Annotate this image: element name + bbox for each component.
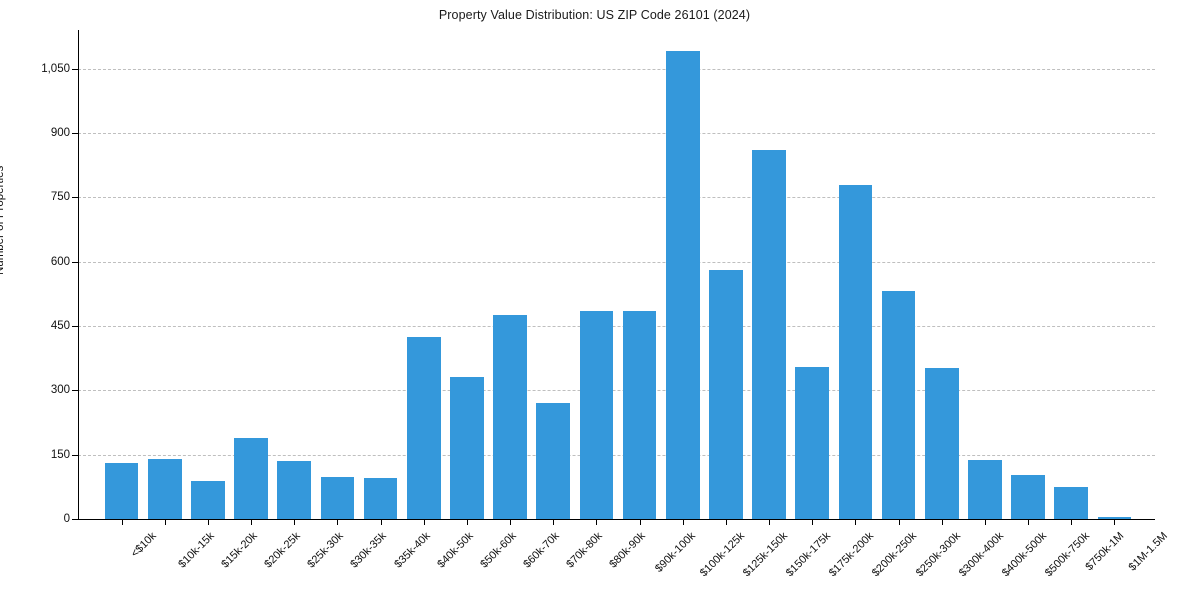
bar[interactable]: [795, 366, 830, 519]
y-tick-label: 1,050: [41, 62, 70, 75]
x-tick-mark: [251, 519, 253, 525]
x-tick-mark: [855, 519, 857, 525]
bar[interactable]: [536, 403, 571, 519]
x-tick-mark: [812, 519, 814, 525]
x-tick-label: $70k-80k: [564, 530, 606, 571]
x-tick-label: $125k-150k: [740, 530, 790, 580]
y-tick-mark: [72, 261, 78, 263]
bar[interactable]: [924, 368, 959, 519]
y-gridline: [78, 261, 1155, 263]
y-tick-label: 600: [50, 255, 70, 268]
x-tick-mark: [682, 519, 684, 525]
y-axis-line: [78, 30, 79, 519]
x-tick-mark: [769, 519, 771, 525]
x-tick-mark: [639, 519, 641, 525]
bar[interactable]: [665, 51, 700, 519]
bar[interactable]: [1011, 475, 1045, 519]
x-tick-mark: [423, 519, 425, 525]
x-tick-label: $25k-30k: [305, 530, 347, 571]
y-gridline: [78, 68, 1155, 70]
bar[interactable]: [363, 478, 398, 519]
bar[interactable]: [104, 463, 139, 519]
x-tick-label: $20k-25k: [262, 530, 303, 571]
y-gridline: [78, 132, 1155, 134]
y-tick-label: 450: [50, 319, 70, 332]
bar[interactable]: [752, 150, 786, 519]
x-tick-mark: [294, 519, 296, 525]
y-tick-mark: [72, 68, 78, 70]
x-tick-mark: [380, 519, 382, 525]
x-tick-label: $50k-60k: [478, 530, 519, 571]
x-tick-mark: [725, 519, 727, 525]
x-tick-label: $80k-90k: [607, 530, 649, 571]
y-tick-mark: [72, 454, 78, 456]
x-tick-label: <$10k: [128, 530, 159, 560]
x-tick-mark: [898, 519, 900, 525]
x-tick-label: $10k-15k: [176, 530, 217, 571]
y-gridline: [78, 390, 1155, 392]
y-tick-mark: [72, 519, 78, 520]
x-tick-mark: [510, 519, 512, 525]
x-tick-mark: [337, 519, 339, 525]
x-tick-label: $60k-70k: [521, 530, 562, 571]
x-tick-label: $175k-200k: [827, 530, 877, 580]
bar[interactable]: [1054, 486, 1089, 519]
x-tick-label: $200k-250k: [870, 530, 920, 580]
x-tick-mark: [984, 519, 986, 525]
y-tick-mark: [72, 197, 78, 199]
y-tick-label: 150: [50, 448, 70, 461]
bar[interactable]: [881, 290, 916, 519]
bar[interactable]: [579, 310, 614, 519]
x-tick-label: $15k-20k: [219, 530, 260, 571]
x-tick-label: $150k-175k: [783, 530, 834, 580]
bar[interactable]: [234, 438, 268, 519]
x-tick-mark: [596, 519, 598, 525]
bar[interactable]: [493, 315, 527, 519]
bar[interactable]: [968, 460, 1002, 519]
y-tick-mark: [72, 325, 78, 327]
bar[interactable]: [838, 185, 873, 519]
bar[interactable]: [320, 476, 355, 519]
x-tick-mark: [1028, 519, 1030, 525]
x-tick-label: $300k-400k: [956, 530, 1006, 580]
x-tick-mark: [121, 519, 123, 525]
y-tick-label: 750: [50, 191, 70, 204]
y-tick-label: 900: [50, 126, 70, 139]
x-tick-mark: [164, 519, 166, 525]
y-tick-label: 300: [50, 384, 70, 397]
x-tick-label: $400k-500k: [999, 530, 1049, 580]
x-tick-mark: [1114, 519, 1116, 525]
y-tick-mark: [72, 132, 78, 134]
x-tick-label: $100k-125k: [697, 530, 747, 580]
y-tick-label: 0: [63, 513, 70, 525]
plot-area: [78, 30, 1155, 519]
x-axis-line: [78, 519, 1155, 520]
x-tick-mark: [207, 519, 209, 525]
x-tick-label: $1M-1.5M: [1126, 530, 1171, 574]
bar[interactable]: [622, 310, 657, 519]
x-tick-label: $90k-100k: [652, 530, 698, 575]
x-tick-mark: [1071, 519, 1073, 525]
bar[interactable]: [1097, 517, 1132, 519]
y-gridline: [78, 325, 1155, 327]
bar[interactable]: [147, 458, 182, 519]
x-tick-mark: [553, 519, 555, 525]
x-tick-label: $35k-40k: [391, 530, 433, 571]
y-gridline: [78, 197, 1155, 199]
bar[interactable]: [191, 481, 225, 519]
bar[interactable]: [450, 376, 484, 519]
x-tick-label: $40k-50k: [435, 530, 476, 571]
bar[interactable]: [406, 336, 441, 519]
x-tick-mark: [466, 519, 468, 525]
x-tick-label: $30k-35k: [348, 530, 390, 571]
y-tick-mark: [72, 390, 78, 392]
x-tick-mark: [941, 519, 943, 525]
bar[interactable]: [709, 270, 743, 519]
y-gridline: [78, 454, 1155, 456]
x-tick-label: $500k-750k: [1042, 530, 1093, 580]
chart-title: Property Value Distribution: US ZIP Code…: [438, 8, 751, 22]
x-tick-label: $250k-300k: [913, 530, 963, 580]
bar[interactable]: [277, 461, 312, 519]
